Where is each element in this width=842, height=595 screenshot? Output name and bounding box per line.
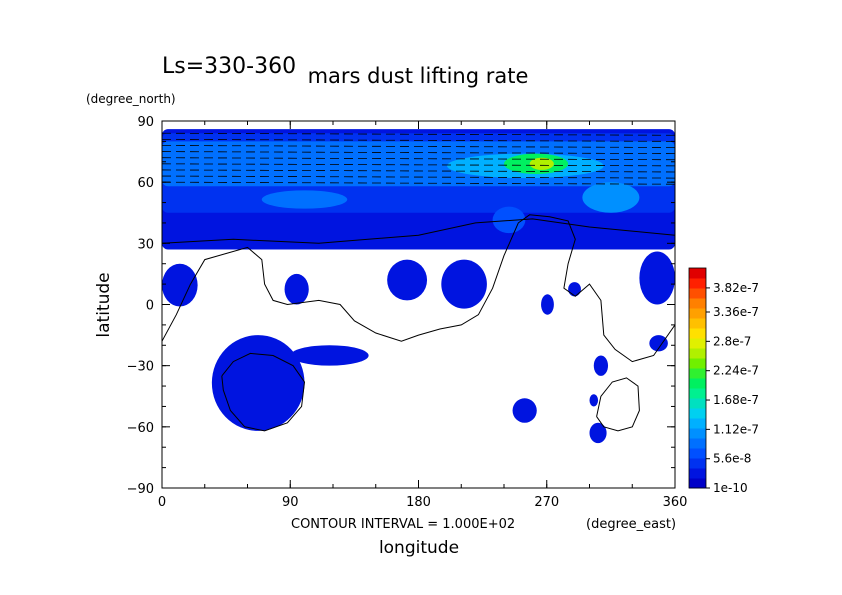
- colorbar-label: 1.68e-7: [713, 393, 759, 407]
- chart-title: mars dust lifting rate: [308, 64, 529, 88]
- colorbar-swatch: [689, 478, 706, 489]
- region-spot-290: [568, 282, 581, 297]
- hatch-line: [162, 145, 675, 148]
- contour-south-loop: [221, 352, 306, 432]
- contour-east-loop: [596, 377, 640, 432]
- y-axis-label: latitude: [94, 272, 114, 337]
- colorbar-swatch: [689, 368, 706, 379]
- y-tick-label: −90: [127, 482, 154, 497]
- colorbar-swatch: [689, 418, 706, 429]
- hatch-line: [162, 157, 675, 161]
- colorbar-swatch: [689, 318, 706, 329]
- hatch-line: [162, 163, 675, 167]
- colorbar-swatch: [689, 378, 706, 389]
- colorbar: 1e-10 5.6e-8 1.12e-7 1.68e-7 2.24e-7 2.8e-7 3.…: [688, 267, 759, 495]
- region-lobe-95: [284, 273, 309, 305]
- region-spot-255: [512, 398, 537, 423]
- region-south-pool-arm: [290, 345, 369, 366]
- colorbar-swatch: [689, 358, 706, 369]
- y-tick-label: −30: [127, 360, 154, 375]
- x-tick-label: 90: [282, 495, 299, 510]
- x-units-label: (degree_east): [586, 517, 676, 532]
- hatch-line: [162, 151, 675, 155]
- colorbar-swatch: [689, 438, 706, 449]
- colorbar-swatch: [689, 398, 706, 409]
- region-lobe-340: [639, 251, 675, 305]
- colorbar-swatch: [689, 338, 706, 349]
- colorbar-swatch: [689, 328, 706, 339]
- region-central-cap-blob: [261, 190, 348, 209]
- colorbar-swatch: [689, 348, 706, 359]
- chart-subtitle: Ls=330-360: [162, 54, 296, 79]
- colorbar-label: 2.24e-7: [713, 364, 759, 378]
- x-tick-label: 270: [534, 495, 559, 510]
- x-tick-label: 360: [663, 495, 688, 510]
- colorbar-label: 3.82e-7: [713, 281, 759, 295]
- region-spot-302: [589, 394, 599, 407]
- region-spot-270: [541, 294, 554, 315]
- colorbar-swatch: [689, 458, 706, 469]
- x-axis-ticks: 0 90 180 270 360: [158, 121, 688, 510]
- colorbar-label: 1.12e-7: [713, 422, 759, 436]
- hatch-line: [162, 169, 675, 173]
- colorbar-swatch: [689, 268, 706, 279]
- y-tick-label: 30: [137, 237, 154, 252]
- colorbar-swatch: [689, 468, 706, 479]
- region-lobe-165: [387, 259, 428, 301]
- colorbar-swatch: [689, 408, 706, 419]
- hatch-line: [162, 181, 675, 185]
- y-tick-label: −60: [127, 421, 154, 436]
- contour-lines: [162, 214, 675, 432]
- region-spot-310: [593, 355, 609, 376]
- region-west-lobe: [162, 263, 198, 307]
- y-tick-label: 60: [137, 176, 154, 191]
- contour-polar-front: [162, 218, 675, 244]
- hatch-line: [162, 175, 675, 179]
- colorbar-frame: [688, 267, 707, 489]
- region-lobe-205: [441, 259, 487, 309]
- colorbar-label: 2.8e-7: [713, 334, 751, 348]
- polar-hatching: [162, 132, 675, 185]
- colorbar-label: 5.6e-8: [713, 452, 751, 466]
- colorbar-swatch: [689, 298, 706, 309]
- x-axis-label: longitude: [379, 538, 459, 558]
- region-east-cap-blob: [582, 182, 640, 213]
- y-tick-label: 90: [137, 115, 154, 130]
- contour-coastline-main: [162, 214, 675, 363]
- y-axis-ticks: 90 60 30 0 −30 −60 −90: [127, 115, 675, 497]
- region-spot-350: [649, 335, 668, 352]
- y-tick-label: 0: [146, 299, 154, 314]
- x-tick-label: 180: [406, 495, 431, 510]
- heatmap-regions: [162, 129, 675, 444]
- x-tick-label: 0: [158, 495, 166, 510]
- y-units-label: (degree_north): [86, 92, 176, 106]
- colorbar-label: 3.36e-7: [713, 305, 759, 319]
- colorbar-swatch: [689, 308, 706, 319]
- hatch-line: [162, 132, 675, 136]
- colorbar-swatch: [689, 388, 706, 399]
- region-south-pool: [211, 335, 305, 431]
- colorbar-swatch: [689, 278, 706, 289]
- colorbar-swatch: [689, 428, 706, 439]
- colorbar-label: 1e-10: [713, 481, 748, 495]
- contour-interval-note: CONTOUR INTERVAL = 1.000E+02: [291, 517, 515, 532]
- region-hotspot-peak: [529, 157, 554, 170]
- hatch-line: [162, 138, 675, 142]
- colorbar-swatch: [689, 288, 706, 299]
- region-spot-300: [589, 422, 607, 444]
- colorbar-swatch: [689, 448, 706, 459]
